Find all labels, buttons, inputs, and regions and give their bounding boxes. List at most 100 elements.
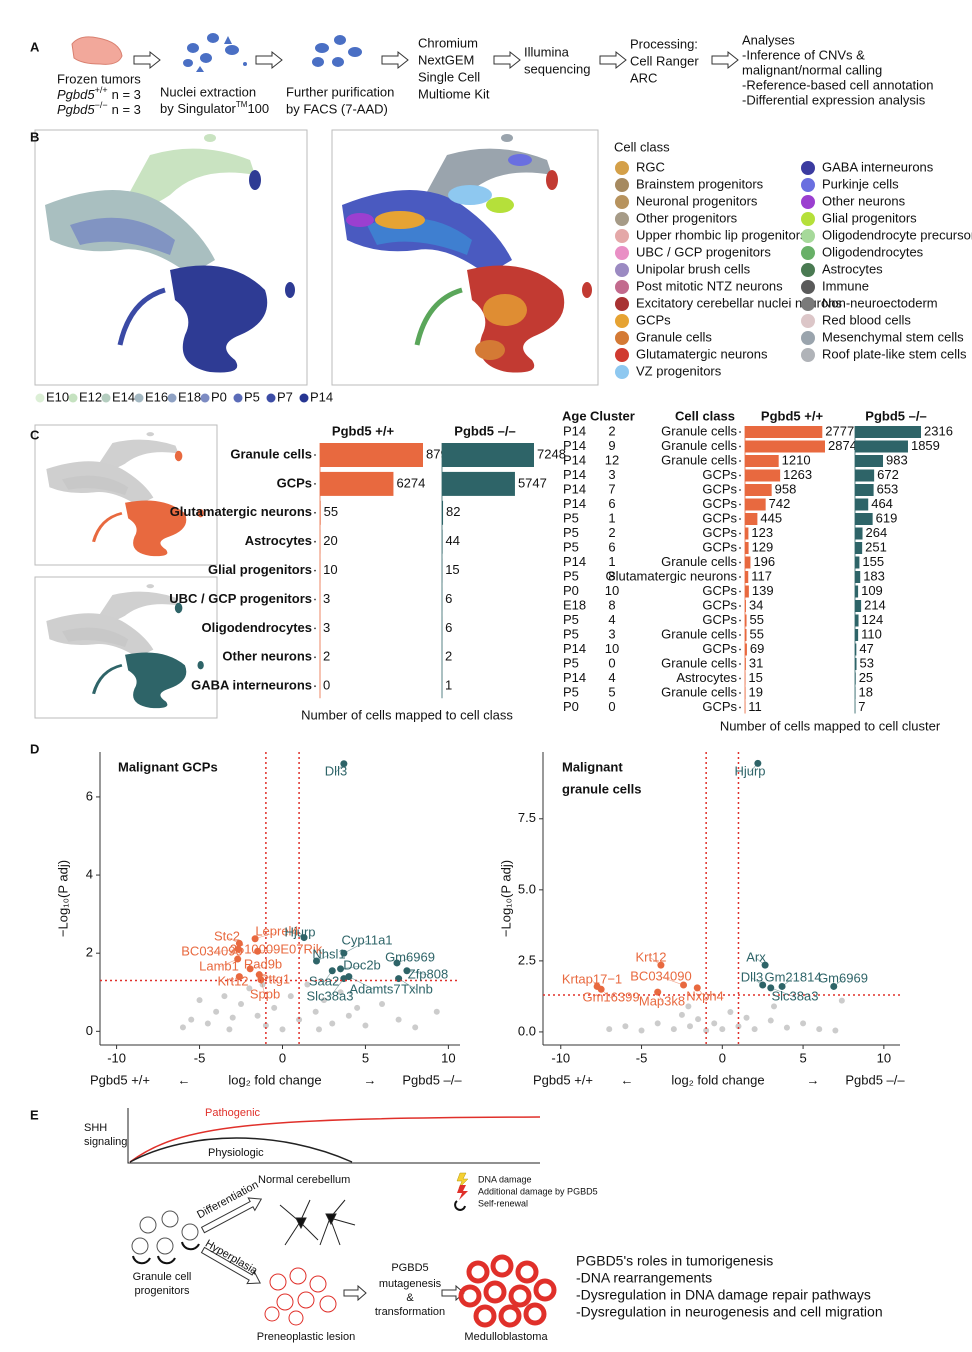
bar bbox=[745, 687, 746, 699]
normal-label: Normal cerebellum bbox=[258, 1174, 350, 1186]
physiologic-curve bbox=[129, 1137, 353, 1163]
cell-class-label: UBC / GCP progenitors bbox=[636, 244, 771, 259]
bar bbox=[745, 484, 772, 496]
umap-frame bbox=[34, 576, 218, 719]
series-header: Pgbd5 +/+ bbox=[332, 423, 395, 438]
label-connector bbox=[755, 957, 766, 966]
gene-label: Pttg1 bbox=[260, 971, 290, 986]
plot-title: Malignant bbox=[562, 759, 623, 774]
value-label: 55 bbox=[324, 504, 338, 519]
point bbox=[685, 1003, 692, 1010]
panel-letter: C bbox=[30, 427, 40, 442]
age-label: P5 bbox=[563, 510, 579, 525]
x-axis-arrow: ← bbox=[178, 1072, 191, 1087]
cell-class-swatch bbox=[615, 365, 629, 379]
age-label: P5 bbox=[563, 684, 579, 699]
value-label: 34 bbox=[749, 597, 763, 612]
point bbox=[816, 1026, 823, 1033]
bar bbox=[320, 443, 423, 467]
value-label: 55 bbox=[750, 612, 764, 627]
cell-class-label: Glial progenitors bbox=[822, 210, 917, 225]
genotype: Pgbd5−/− n = 3 bbox=[57, 100, 141, 117]
cell-class-label: GCPs bbox=[636, 312, 671, 327]
cell-class-label: Other progenitors bbox=[636, 210, 738, 225]
bar bbox=[745, 426, 823, 438]
genotype-sup: +/+ bbox=[95, 85, 108, 95]
mutagenesis-label: PGBD5 bbox=[391, 1262, 428, 1274]
cell-class-label: Oligodendrocyte precursors bbox=[822, 227, 972, 242]
cell-class-swatch bbox=[615, 178, 629, 192]
value-label: 25 bbox=[859, 670, 873, 685]
bar bbox=[745, 513, 758, 525]
x-axis-arrow: ← bbox=[621, 1072, 634, 1087]
bar bbox=[855, 629, 859, 641]
mutagenesis-label: mutagenesis bbox=[379, 1278, 442, 1290]
gene-label: Hjurp bbox=[284, 924, 315, 939]
bar bbox=[442, 471, 515, 496]
age-label: P14 bbox=[563, 452, 586, 467]
y-tick-label: 7.5 bbox=[518, 810, 536, 825]
gene-label: Adamts7 bbox=[349, 981, 400, 996]
cell-class-label: GABA interneurons bbox=[822, 159, 934, 174]
cell-class-label: Upper rhombic lip progenitors bbox=[636, 227, 807, 242]
gene-label: Txlnb bbox=[401, 981, 433, 996]
point bbox=[606, 1026, 613, 1033]
age-label: P14 bbox=[563, 438, 586, 453]
point bbox=[312, 1008, 319, 1015]
series-header: Pgbd5 +/+ bbox=[761, 408, 824, 423]
value-label: 117 bbox=[751, 568, 772, 583]
point bbox=[743, 1014, 750, 1021]
bar bbox=[855, 600, 862, 612]
hyperplasia-arrow bbox=[200, 1246, 261, 1285]
category-label: Granule cells bbox=[230, 446, 312, 461]
label-connector bbox=[343, 940, 368, 954]
umap-cell-class bbox=[342, 134, 592, 373]
value-label: 214 bbox=[864, 597, 886, 612]
tumor-icon bbox=[71, 36, 123, 65]
cluster-label: 8 bbox=[608, 597, 615, 612]
bar bbox=[855, 643, 857, 656]
panel-letter: A bbox=[30, 39, 40, 54]
label-connector bbox=[833, 978, 844, 987]
trademark: TM bbox=[236, 100, 248, 109]
roles-text: -DNA rearrangements bbox=[576, 1270, 712, 1286]
point bbox=[362, 1022, 369, 1029]
step-text: malignant/normal calling bbox=[742, 62, 882, 77]
step-text: sequencing bbox=[524, 61, 591, 76]
plot-title: granule cells bbox=[562, 781, 641, 796]
process-arrow bbox=[255, 50, 283, 70]
category-label: Granule cells bbox=[661, 626, 737, 641]
point bbox=[719, 1026, 726, 1033]
label-connector bbox=[657, 992, 663, 1003]
category-label: GCPs bbox=[702, 510, 737, 525]
bar bbox=[855, 440, 908, 453]
category-tick bbox=[314, 483, 316, 485]
step-text: -Inference of CNVs & bbox=[742, 47, 865, 62]
gene: Pgbd5 bbox=[57, 102, 95, 117]
cell-class-swatch bbox=[615, 314, 629, 328]
cluster-label: 6 bbox=[608, 539, 615, 554]
cell-class-swatch bbox=[801, 314, 815, 328]
cell-class-swatch bbox=[615, 331, 629, 345]
gene-label: Dll3 bbox=[741, 969, 763, 984]
point bbox=[246, 985, 253, 992]
genotype: Pgbd5+/+ n = 3 bbox=[57, 85, 141, 102]
gene-label: Sppb bbox=[250, 986, 280, 1001]
cluster-label: 2 bbox=[608, 525, 615, 540]
category-tick bbox=[739, 605, 741, 607]
value-label: 958 bbox=[775, 481, 797, 496]
cell-class-label: Mesenchymal stem cells bbox=[822, 329, 964, 344]
x-axis-label: Number of cells mapped to cell cluster bbox=[720, 718, 941, 733]
category-tick bbox=[314, 454, 316, 456]
value-label: 983 bbox=[886, 452, 908, 467]
point bbox=[838, 997, 845, 1004]
step-text: NextGEM bbox=[418, 52, 474, 67]
x-tick-label: -5 bbox=[194, 1050, 206, 1065]
step-text: Nuclei extraction bbox=[160, 84, 256, 99]
shh-label: signaling bbox=[84, 1136, 127, 1148]
x-tick-label: -10 bbox=[107, 1050, 126, 1065]
point bbox=[204, 1020, 211, 1027]
age-label: E18 bbox=[178, 389, 201, 404]
cell-class-label: Post mitotic NTZ neurons bbox=[636, 278, 783, 293]
value-label: 1859 bbox=[911, 438, 940, 453]
